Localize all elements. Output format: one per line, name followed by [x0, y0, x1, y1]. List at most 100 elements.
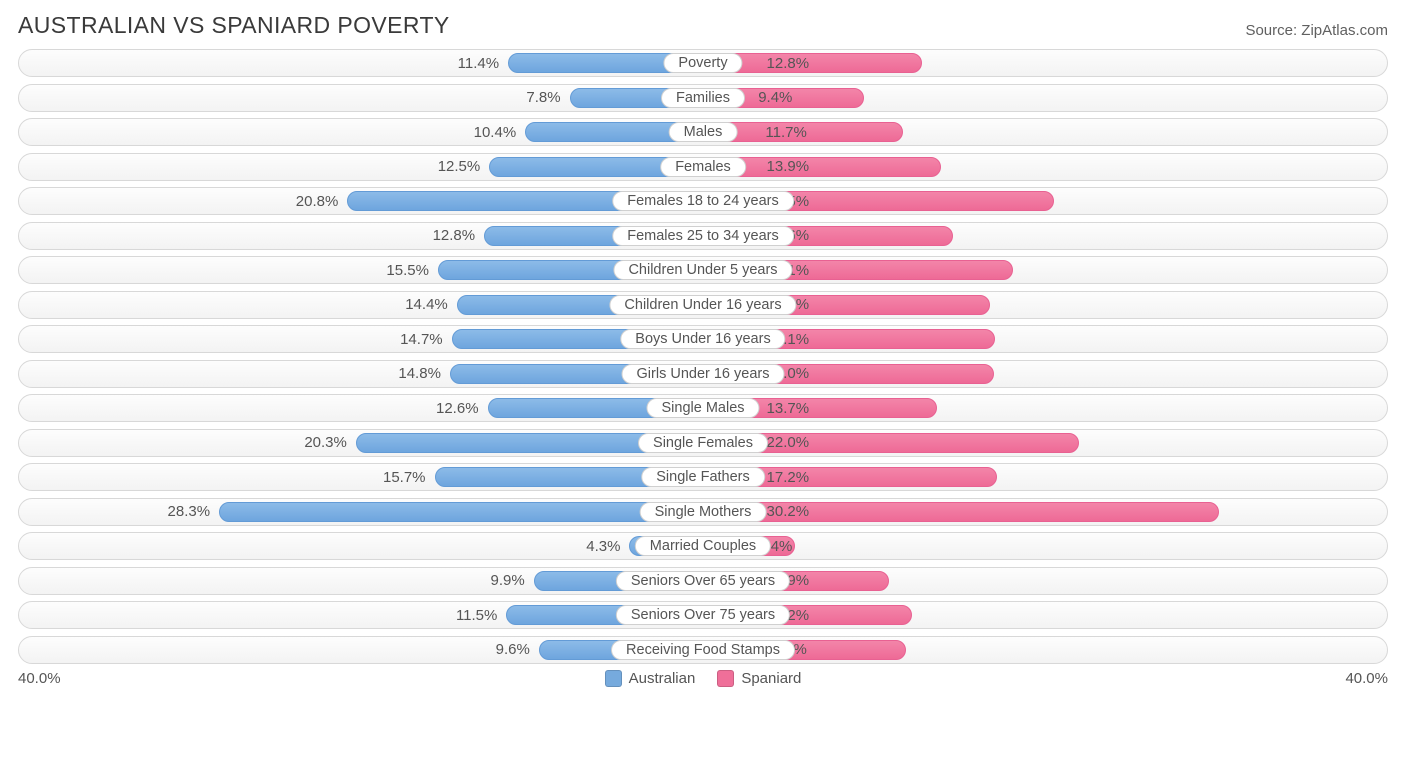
row-left-half: 15.7%	[19, 464, 703, 490]
chart-row: 20.8% 20.5%Females 18 to 24 years	[18, 187, 1388, 215]
value-right: 12.8%	[757, 54, 810, 72]
row-left-half: 11.5%	[19, 602, 703, 628]
axis-max-right: 40.0%	[1345, 670, 1388, 687]
legend-item-left: Australian	[605, 670, 696, 687]
value-left: 15.7%	[383, 468, 436, 486]
row-category-label: Children Under 5 years	[613, 260, 792, 280]
chart-row: 10.4% 11.7% Males	[18, 118, 1388, 146]
row-left-half: 28.3%	[19, 499, 703, 525]
row-right-half: 13.7%	[703, 395, 1387, 421]
chart-row: 14.7%17.1%Boys Under 16 years	[18, 325, 1388, 353]
row-left-half: 7.8%	[19, 85, 703, 111]
row-right-half: 9.4%	[703, 85, 1387, 111]
row-right-half: 13.9%	[703, 154, 1387, 180]
value-left: 11.4%	[458, 54, 509, 72]
row-left-half: 15.5%	[19, 257, 703, 283]
chart-row: 12.5% 13.9% Females	[18, 153, 1388, 181]
row-left-half: 11.4%	[19, 50, 703, 76]
row-right-half: 12.8%	[703, 50, 1387, 76]
legend-label-left: Australian	[629, 670, 696, 687]
chart-row: 11.5%12.2%Seniors Over 75 years	[18, 601, 1388, 629]
chart-row: 7.8% 9.4%Families	[18, 84, 1388, 112]
row-left-half: 12.8%	[19, 223, 703, 249]
row-left-half: 14.8%	[19, 361, 703, 387]
chart-footer: 40.0% Australian Spaniard 40.0%	[18, 670, 1388, 687]
row-right-half: 14.6%	[703, 223, 1387, 249]
chart-source: Source: ZipAtlas.com	[1245, 22, 1388, 39]
value-left: 12.8%	[433, 227, 486, 245]
chart-row: 11.4% 12.8% Poverty	[18, 49, 1388, 77]
value-left: 7.8%	[526, 89, 570, 107]
chart-row: 4.3% 5.4%Married Couples	[18, 532, 1388, 560]
chart-row: 14.4% 16.8%Children Under 16 years	[18, 291, 1388, 319]
value-right: 13.9%	[757, 158, 810, 176]
row-category-label: Seniors Over 65 years	[616, 571, 790, 591]
row-left-half: 4.3%	[19, 533, 703, 559]
row-category-label: Girls Under 16 years	[622, 364, 785, 384]
value-left: 11.5%	[456, 606, 507, 624]
row-right-half: 10.9%	[703, 568, 1387, 594]
row-left-half: 10.4%	[19, 119, 703, 145]
row-category-label: Boys Under 16 years	[620, 329, 785, 349]
value-left: 12.6%	[436, 399, 489, 417]
value-left: 20.3%	[304, 434, 357, 452]
value-left: 4.3%	[586, 537, 630, 555]
row-left-half: 9.9%	[19, 568, 703, 594]
bar-left: 28.3%	[219, 502, 703, 522]
value-left: 20.8%	[296, 192, 349, 210]
legend: Australian Spaniard	[605, 670, 802, 687]
value-left: 15.5%	[386, 261, 439, 279]
row-right-half: 20.5%	[703, 188, 1387, 214]
row-category-label: Females	[660, 157, 746, 177]
chart-title: AUSTRALIAN VS SPANIARD POVERTY	[18, 12, 450, 39]
legend-item-right: Spaniard	[717, 670, 801, 687]
row-category-label: Single Males	[646, 398, 759, 418]
value-left: 14.4%	[405, 296, 458, 314]
row-category-label: Children Under 16 years	[609, 295, 796, 315]
chart-row: 20.3% 22.0%Single Females	[18, 429, 1388, 457]
row-right-half: 12.2%	[703, 602, 1387, 628]
value-right: 13.7%	[757, 399, 810, 417]
bar-right: 30.2%	[703, 502, 1219, 522]
row-right-half: 11.7%	[703, 119, 1387, 145]
row-right-half: 17.0%	[703, 361, 1387, 387]
row-left-half: 20.3%	[19, 430, 703, 456]
value-left: 12.5%	[438, 158, 491, 176]
diverging-bar-chart: 11.4% 12.8% Poverty 7.8% 9.4%Families 10.4% 11…	[18, 49, 1388, 664]
row-category-label: Married Couples	[635, 536, 771, 556]
row-right-half: 22.0%	[703, 430, 1387, 456]
chart-row: 14.8%17.0%Girls Under 16 years	[18, 360, 1388, 388]
row-category-label: Receiving Food Stamps	[611, 640, 795, 660]
value-left: 28.3%	[168, 503, 221, 521]
row-left-half: 14.4%	[19, 292, 703, 318]
row-category-label: Families	[661, 88, 745, 108]
row-category-label: Females 18 to 24 years	[612, 191, 794, 211]
row-right-half: 30.2%	[703, 499, 1387, 525]
value-left: 9.9%	[491, 572, 535, 590]
chart-header: AUSTRALIAN VS SPANIARD POVERTY Source: Z…	[18, 12, 1388, 39]
row-right-half: 11.9%	[703, 637, 1387, 663]
chart-row: 15.7% 17.2%Single Fathers	[18, 463, 1388, 491]
row-left-half: 20.8%	[19, 188, 703, 214]
row-category-label: Poverty	[663, 53, 742, 73]
row-category-label: Single Fathers	[641, 467, 765, 487]
row-right-half: 17.2%	[703, 464, 1387, 490]
chart-row: 15.5% 18.1%Children Under 5 years	[18, 256, 1388, 284]
value-left: 10.4%	[474, 123, 527, 141]
row-left-half: 14.7%	[19, 326, 703, 352]
legend-swatch-left	[605, 670, 622, 687]
row-category-label: Females 25 to 34 years	[612, 226, 794, 246]
row-category-label: Single Females	[638, 433, 768, 453]
chart-row: 9.6% 11.9%Receiving Food Stamps	[18, 636, 1388, 664]
row-left-half: 12.5%	[19, 154, 703, 180]
row-right-half: 5.4%	[703, 533, 1387, 559]
value-left: 9.6%	[496, 641, 540, 659]
row-right-half: 16.8%	[703, 292, 1387, 318]
row-category-label: Single Mothers	[640, 502, 767, 522]
chart-row: 9.9% 10.9%Seniors Over 65 years	[18, 567, 1388, 595]
value-right: 11.7%	[755, 123, 806, 141]
row-category-label: Males	[669, 122, 738, 142]
row-right-half: 18.1%	[703, 257, 1387, 283]
axis-max-left: 40.0%	[18, 670, 61, 687]
chart-row: 12.6% 13.7%Single Males	[18, 394, 1388, 422]
